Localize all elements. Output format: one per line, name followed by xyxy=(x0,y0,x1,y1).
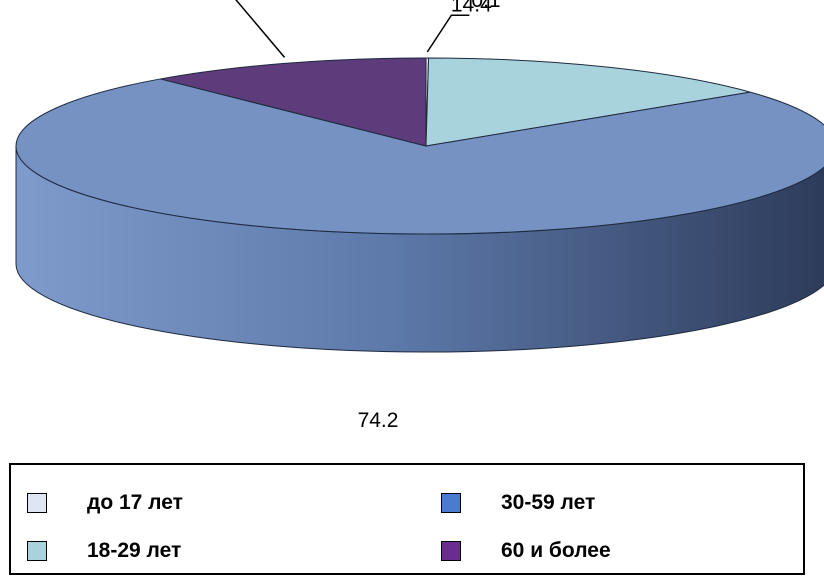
data-label-30-59-лет: 74.2 xyxy=(358,409,399,432)
legend-item-3: 60 и более xyxy=(441,539,611,563)
legend-item-0: до 17 лет xyxy=(27,491,183,515)
data-label-до-17-лет: 0.1 xyxy=(471,0,500,12)
legend-label-1: 18-29 лет xyxy=(87,539,182,562)
leader-line-до-17-лет xyxy=(426,14,470,53)
slice-30-59-лет xyxy=(15,78,824,235)
legend-swatch-2 xyxy=(441,493,461,513)
legend-label-0: до 17 лет xyxy=(87,491,183,514)
legend-item-1: 18-29 лет xyxy=(27,539,181,563)
leader-line-60-и-более xyxy=(235,0,286,58)
slice-18-29-лет xyxy=(425,57,751,147)
legend-swatch-3 xyxy=(441,541,461,561)
legend-swatch-0 xyxy=(27,493,47,513)
legend-swatch-1 xyxy=(27,541,47,561)
legend-label-3: 60 и более xyxy=(501,539,611,562)
legend-label-2: 30-59 лет xyxy=(501,491,596,514)
legend-item-2: 30-59 лет xyxy=(441,491,595,515)
data-label-18-29-лет: 14.4 xyxy=(451,0,492,17)
pie-chart: 0.114.474.211.2 xyxy=(15,0,824,432)
chart-legend: до 17 лет 30-59 лет 18-29 лет 60 и более xyxy=(9,463,805,575)
slice-60-и-более xyxy=(160,57,427,147)
